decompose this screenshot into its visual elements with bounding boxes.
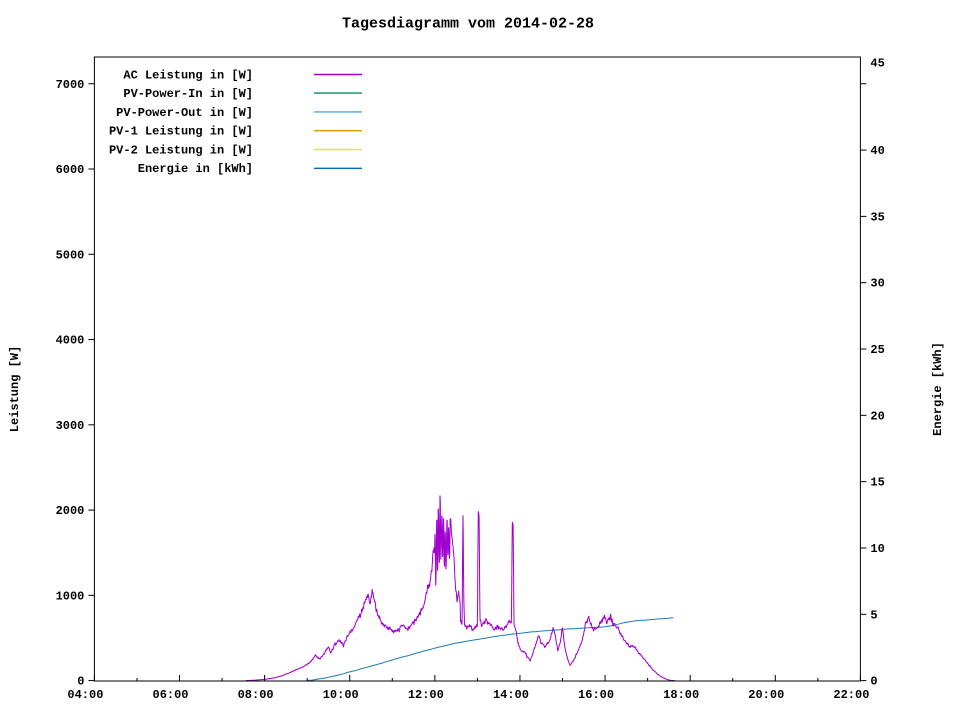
svg-text:04:00: 04:00: [67, 688, 103, 702]
svg-text:2000: 2000: [56, 504, 85, 518]
svg-text:10:00: 10:00: [323, 688, 359, 702]
svg-text:06:00: 06:00: [153, 688, 189, 702]
svg-text:40: 40: [870, 144, 884, 158]
svg-text:3000: 3000: [56, 419, 85, 433]
svg-text:14:00: 14:00: [493, 688, 529, 702]
svg-text:0: 0: [870, 675, 877, 689]
svg-text:16:00: 16:00: [578, 688, 614, 702]
svg-text:Leistung [W]: Leistung [W]: [8, 346, 22, 432]
svg-text:Tagesdiagramm vom 2014-02-28: Tagesdiagramm vom 2014-02-28: [342, 16, 594, 33]
svg-text:4000: 4000: [56, 334, 85, 348]
svg-text:Energie [kWh]: Energie [kWh]: [931, 342, 945, 436]
svg-text:08:00: 08:00: [238, 688, 274, 702]
svg-text:6000: 6000: [56, 163, 85, 177]
svg-text:15: 15: [870, 476, 884, 490]
svg-text:25: 25: [870, 343, 884, 357]
svg-text:AC Leistung in [W]: AC Leistung in [W]: [123, 69, 253, 83]
svg-text:18:00: 18:00: [663, 688, 699, 702]
svg-text:PV-Power-In in [W]: PV-Power-In in [W]: [123, 87, 253, 101]
svg-text:30: 30: [870, 277, 884, 291]
svg-text:35: 35: [870, 210, 884, 224]
svg-text:PV-Power-Out in [W]: PV-Power-Out in [W]: [116, 106, 253, 120]
svg-text:Energie in [kWh]: Energie in [kWh]: [138, 162, 253, 176]
svg-text:45: 45: [870, 57, 884, 71]
svg-text:5000: 5000: [56, 248, 85, 262]
svg-text:1000: 1000: [56, 589, 85, 603]
svg-text:22:00: 22:00: [833, 688, 869, 702]
svg-text:5: 5: [870, 608, 877, 622]
svg-text:PV-2 Leistung in [W]: PV-2 Leistung in [W]: [109, 143, 253, 157]
svg-text:20: 20: [870, 409, 884, 423]
svg-text:12:00: 12:00: [408, 688, 444, 702]
svg-text:7000: 7000: [56, 78, 85, 92]
svg-text:20:00: 20:00: [748, 688, 784, 702]
svg-text:0: 0: [77, 675, 84, 689]
svg-text:10: 10: [870, 542, 884, 556]
svg-text:PV-1 Leistung in [W]: PV-1 Leistung in [W]: [109, 125, 253, 139]
